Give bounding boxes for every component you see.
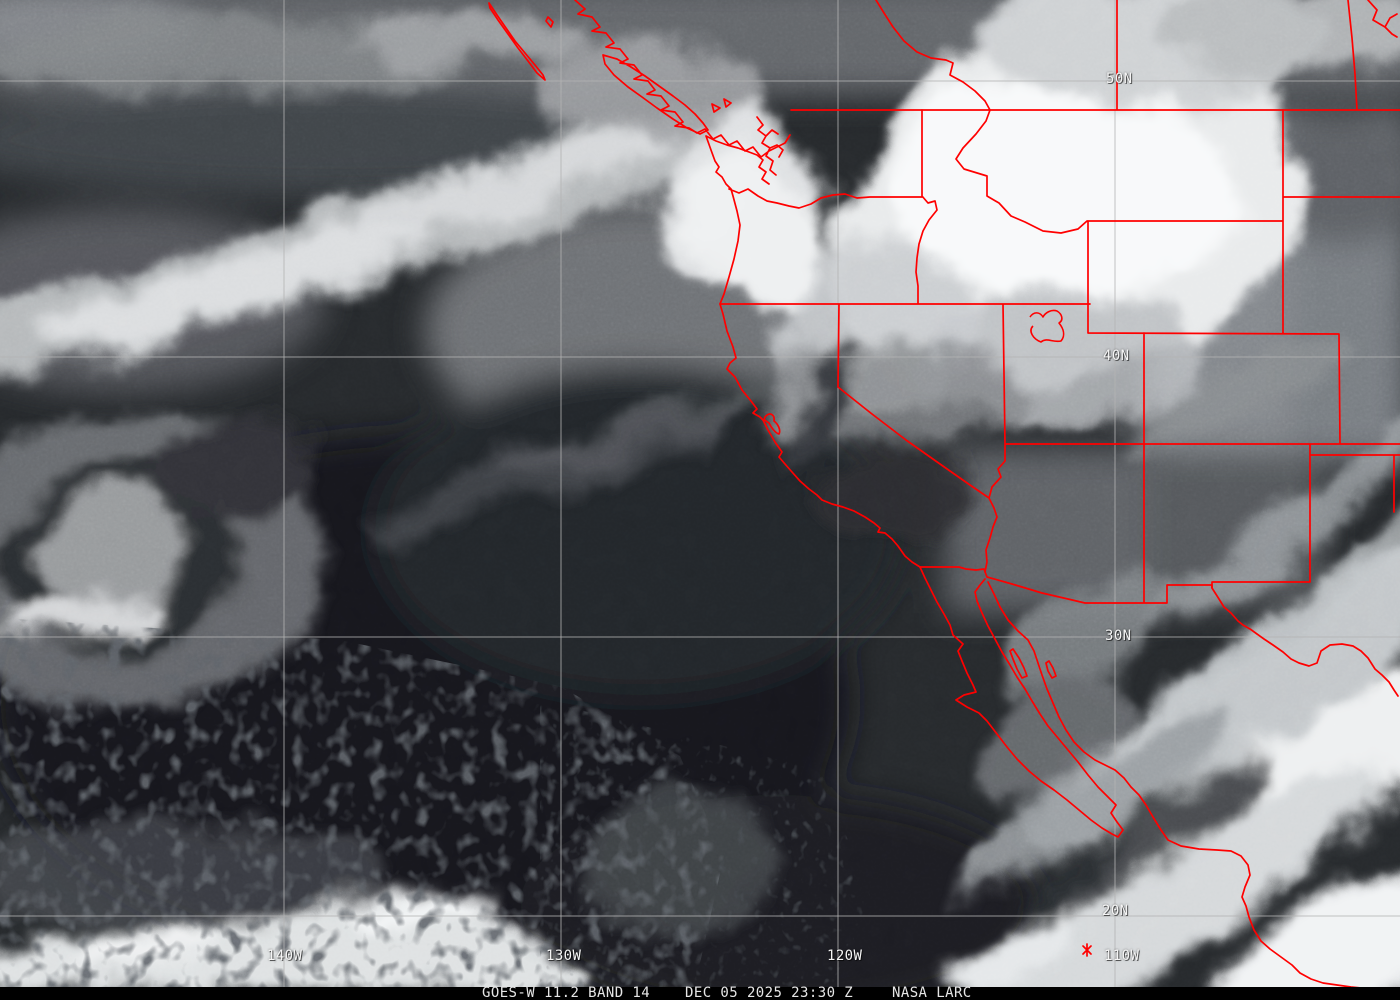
longitude-label-130w: 130W bbox=[546, 948, 582, 964]
us-state-borders bbox=[719, 109, 1400, 603]
us-mexico-border bbox=[919, 566, 1399, 697]
longitude-label-110w: 110W bbox=[1104, 948, 1140, 964]
latitude-label-40n: 40N bbox=[1103, 348, 1130, 364]
map-boundary-overlay bbox=[488, 0, 1400, 989]
hotspot-marker bbox=[1082, 943, 1092, 957]
coastline-mexico bbox=[919, 566, 1362, 989]
caption-product: GOES-W 11.2 BAND 14 bbox=[482, 985, 651, 1000]
canada-borders bbox=[790, 0, 1400, 111]
caption-bar: GOES-W 11.2 BAND 14 DEC 05 2025 23:30 Z … bbox=[0, 985, 1400, 1000]
latitude-label-50n: 50N bbox=[1106, 71, 1133, 87]
latitude-label-20n: 20N bbox=[1102, 903, 1129, 919]
caption-datetime: DEC 05 2025 23:30 Z bbox=[685, 985, 854, 1000]
latitude-label-30n: 30N bbox=[1105, 628, 1132, 644]
longitude-label-140w: 140W bbox=[267, 948, 303, 964]
longitude-label-120w: 120W bbox=[827, 948, 863, 964]
coastline-west-us bbox=[705, 135, 921, 568]
coastline-british-columbia bbox=[488, 0, 791, 176]
caption-credit: NASA LARC bbox=[892, 985, 972, 1000]
lakes-and-islands bbox=[1029, 309, 1065, 343]
